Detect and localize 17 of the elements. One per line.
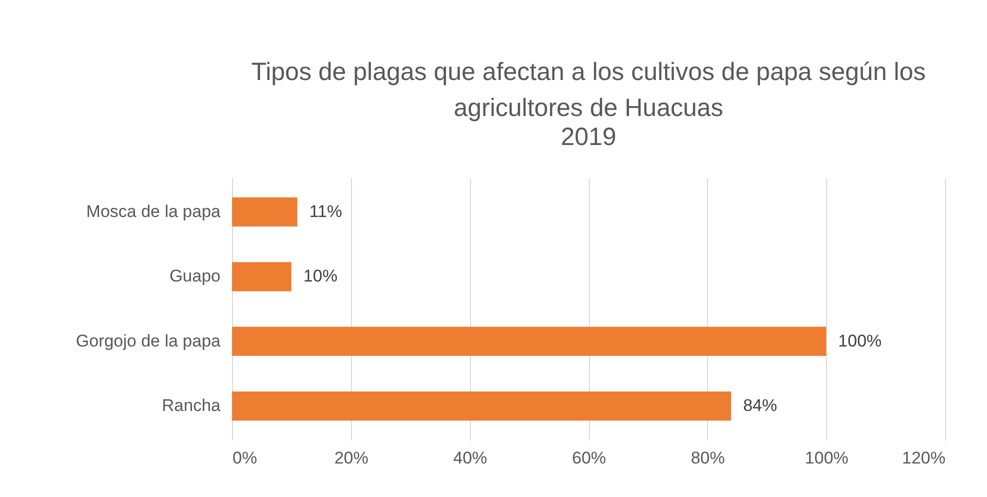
x-tick-label: 120% (902, 448, 946, 468)
y-tick-label: Rancha (162, 396, 222, 416)
x-tick-label: 60% (572, 448, 606, 468)
x-tick-label: 80% (690, 448, 725, 468)
y-tick-label: Guapo (169, 266, 220, 286)
y-tick-label: Gorgojo de la papa (76, 331, 222, 350)
data-label: 10% (303, 266, 338, 286)
x-tick-label: 100% (804, 448, 848, 468)
chart-subtitle: 2019 (560, 123, 616, 151)
x-tick-label: 20% (334, 448, 368, 468)
y-tick-label: Mosca de la papa (86, 202, 222, 221)
data-label: 84% (743, 396, 778, 416)
x-tick-label: 40% (453, 448, 488, 468)
data-label: 11% (309, 202, 342, 221)
x-tick-label: 0% (232, 448, 258, 468)
chart-title: Tipos de plagas que afectan a los cultivos de papa según los agricultores de Huacuas (251, 58, 926, 122)
data-label: 100% (838, 331, 882, 350)
